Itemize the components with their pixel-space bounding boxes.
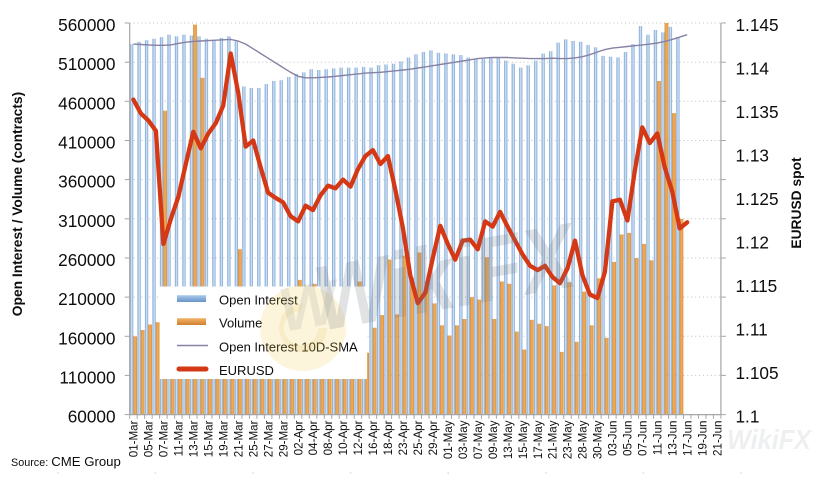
svg-text:29-Mar: 29-Mar	[277, 420, 290, 457]
svg-text:EURUSD spot: EURUSD spot	[789, 157, 804, 249]
svg-text:07-May: 07-May	[472, 420, 485, 459]
svg-text:01-May: 01-May	[442, 420, 455, 459]
svg-text:110000: 110000	[59, 367, 115, 387]
svg-text:410000: 410000	[58, 133, 115, 153]
svg-text:13-Jun: 13-Jun	[667, 421, 680, 456]
svg-text:Volume: Volume	[219, 315, 262, 330]
svg-text:Open Interest: Open Interest	[219, 292, 298, 307]
svg-text:19-Jun: 19-Jun	[696, 421, 709, 456]
svg-text:1.12: 1.12	[736, 233, 769, 253]
svg-text:25-Apr: 25-Apr	[412, 420, 425, 455]
svg-text:18-Apr: 18-Apr	[382, 420, 395, 455]
svg-text:21-Mar: 21-Mar	[232, 420, 245, 457]
svg-text:28-May: 28-May	[577, 420, 590, 459]
svg-text:16-Apr: 16-Apr	[367, 420, 380, 455]
svg-text:Open Interest 10D-SMA: Open Interest 10D-SMA	[219, 339, 358, 354]
svg-text:17-Jun: 17-Jun	[681, 421, 694, 456]
svg-text:27-Mar: 27-Mar	[262, 420, 275, 457]
svg-text:Source: CME Group: Source: CME Group	[11, 454, 121, 469]
svg-text:08-Apr: 08-Apr	[322, 420, 335, 455]
svg-text:11-Mar: 11-Mar	[173, 420, 186, 456]
svg-text:260000: 260000	[58, 250, 115, 270]
svg-text:1.11: 1.11	[736, 320, 768, 340]
svg-text:WikiFX: WikiFX	[727, 424, 813, 455]
svg-text:13-May: 13-May	[502, 420, 515, 459]
svg-text:510000: 510000	[58, 54, 115, 74]
svg-text:21-May: 21-May	[547, 420, 560, 459]
svg-text:05-Mar: 05-Mar	[143, 420, 156, 457]
svg-text:1.1: 1.1	[736, 407, 760, 427]
svg-text:07-Jun: 07-Jun	[637, 421, 650, 456]
svg-text:1.115: 1.115	[736, 276, 778, 296]
svg-text:1.105: 1.105	[736, 363, 779, 383]
svg-text:10-Apr: 10-Apr	[337, 420, 350, 455]
svg-text:1.125: 1.125	[736, 189, 779, 209]
svg-text:560000: 560000	[58, 15, 115, 35]
svg-text:07-Mar: 07-Mar	[158, 420, 171, 457]
svg-text:1.13: 1.13	[736, 146, 769, 166]
svg-text:EURUSD: EURUSD	[219, 363, 274, 378]
svg-text:03-May: 03-May	[457, 420, 470, 459]
svg-text:60000: 60000	[68, 407, 116, 427]
svg-text:Open Interest / Volume (contra: Open Interest / Volume (contracts)	[10, 92, 25, 316]
svg-text:1.135: 1.135	[736, 102, 779, 122]
svg-text:19-Mar: 19-Mar	[217, 420, 230, 457]
svg-text:05-Jun: 05-Jun	[622, 421, 635, 456]
svg-text:12-Apr: 12-Apr	[352, 420, 365, 455]
svg-text:04-Apr: 04-Apr	[307, 420, 320, 455]
svg-text:17-May: 17-May	[532, 420, 545, 459]
svg-text:1.145: 1.145	[736, 15, 779, 35]
svg-text:15-May: 15-May	[517, 420, 530, 459]
svg-text:01-Mar: 01-Mar	[128, 420, 141, 457]
svg-text:25-Mar: 25-Mar	[247, 420, 260, 457]
svg-text:210000: 210000	[58, 289, 115, 309]
svg-text:02-Apr: 02-Apr	[292, 420, 305, 455]
svg-text:15-Mar: 15-Mar	[203, 420, 216, 457]
svg-text:11-Jun: 11-Jun	[652, 421, 665, 456]
svg-text:460000: 460000	[58, 93, 115, 113]
svg-text:360000: 360000	[58, 172, 115, 192]
svg-text:21-Jun: 21-Jun	[711, 421, 724, 456]
svg-text:13-Mar: 13-Mar	[188, 420, 201, 457]
svg-text:160000: 160000	[58, 328, 115, 348]
svg-text:03-Jun: 03-Jun	[607, 421, 620, 456]
svg-text:1.14: 1.14	[736, 59, 770, 79]
svg-text:23-Apr: 23-Apr	[397, 420, 410, 455]
svg-text:30-May: 30-May	[592, 420, 605, 459]
svg-text:310000: 310000	[58, 211, 115, 231]
svg-text:09-May: 09-May	[487, 420, 500, 459]
svg-text:29-Apr: 29-Apr	[427, 420, 440, 455]
svg-text:23-May: 23-May	[562, 420, 575, 459]
